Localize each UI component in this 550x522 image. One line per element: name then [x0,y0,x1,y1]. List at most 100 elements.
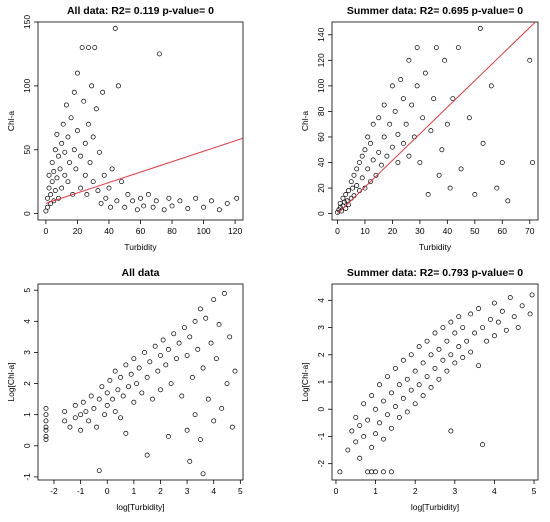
data-point [337,469,343,475]
data-point [126,384,131,390]
x-tick-label: 0 [105,486,110,496]
data-point [452,360,458,366]
data-point [409,102,415,108]
data-point [83,409,89,415]
data-point [519,303,525,309]
data-point [400,395,406,401]
y-axis-label: Chl-a [6,111,16,132]
panel-3: All data -2 -1 0 1 2 3 4 5 -1 0 1 2 3 4 5 log[Turbidity]… [6,267,244,512]
data-point [396,382,402,388]
data-point [54,175,60,181]
data-point [436,346,442,352]
data-point [71,147,77,153]
data-point [392,404,398,409]
data-point [420,115,426,121]
data-point [468,311,474,317]
data-point [472,330,478,336]
data-point [192,318,198,324]
data-point [354,183,360,188]
data-point [60,121,66,127]
data-point [460,355,466,360]
x-tick-label: 20 [73,226,83,236]
data-point [82,140,88,146]
data-point [142,349,147,355]
data-point [216,321,222,327]
data-point [78,427,84,433]
data-point [45,204,50,210]
data-point [527,57,533,63]
x-axis-label: log[Turbidity] [116,502,164,512]
data-point [365,417,371,423]
data-point [396,414,402,420]
y-tick-label: 140 [316,27,326,41]
x-tick-label: -1 [77,486,85,496]
x-axis-label: log[Turbidity] [411,502,459,512]
data-point [385,374,390,380]
data-point [112,368,118,374]
panel-2: Summer data: R2= 0.695 p-value= 0 0 10 20 30… [300,5,539,252]
data-point [78,185,84,191]
data-point [458,166,464,172]
data-point [203,315,209,321]
data-point [403,121,409,127]
data-point [357,160,362,165]
data-point [187,458,193,464]
data-point [98,200,104,206]
data-point [158,353,163,359]
data-point [376,115,382,121]
data-point [341,199,347,205]
data-point [197,437,203,443]
data-point [110,396,115,402]
data-point [456,344,462,350]
data-point [387,121,393,127]
data-point [417,160,423,165]
data-point [46,185,52,191]
data-point [354,166,360,172]
data-point [78,412,84,418]
data-point [92,45,98,50]
data-point [359,175,365,181]
x-tick-label: 10 [360,226,370,236]
data-point [395,160,401,165]
data-point [448,319,454,325]
data-point [48,200,54,206]
data-point [101,172,107,178]
data-point [370,121,376,127]
data-point [436,172,442,178]
plot-frame [37,21,244,221]
data-point [444,338,450,344]
data-point [362,185,368,191]
data-point [179,393,185,399]
data-point [392,365,398,371]
data-point [350,185,356,191]
data-point [130,198,136,204]
data-point [495,319,501,325]
data-point [166,433,171,439]
data-point [361,401,367,407]
data-point [381,469,386,475]
data-point [73,166,79,172]
data-point [224,200,230,206]
data-point [94,424,100,430]
data-point [432,365,438,371]
x-tick-label: 4 [492,486,497,496]
data-point [78,153,84,159]
data-point [376,149,382,155]
data-point [43,437,49,443]
y-tick-label: 0 [316,211,326,216]
data-point [488,83,494,89]
data-point [444,368,450,374]
data-point [440,357,446,363]
data-point [166,346,171,352]
data-point [460,325,466,331]
x-tick-label: 0 [335,226,340,236]
x-tick-label: 80 [167,226,177,236]
data-point [134,207,140,213]
panel-title: All data: R2= 0.119 p-value= 0 [67,5,214,17]
data-point [168,381,174,387]
data-point [173,356,179,362]
panel-1: All data: R2= 0.119 p-value= 0 0 20 40 60 80 1… [6,5,244,252]
data-point [153,198,159,204]
data-point [52,188,58,194]
data-point [343,192,349,197]
